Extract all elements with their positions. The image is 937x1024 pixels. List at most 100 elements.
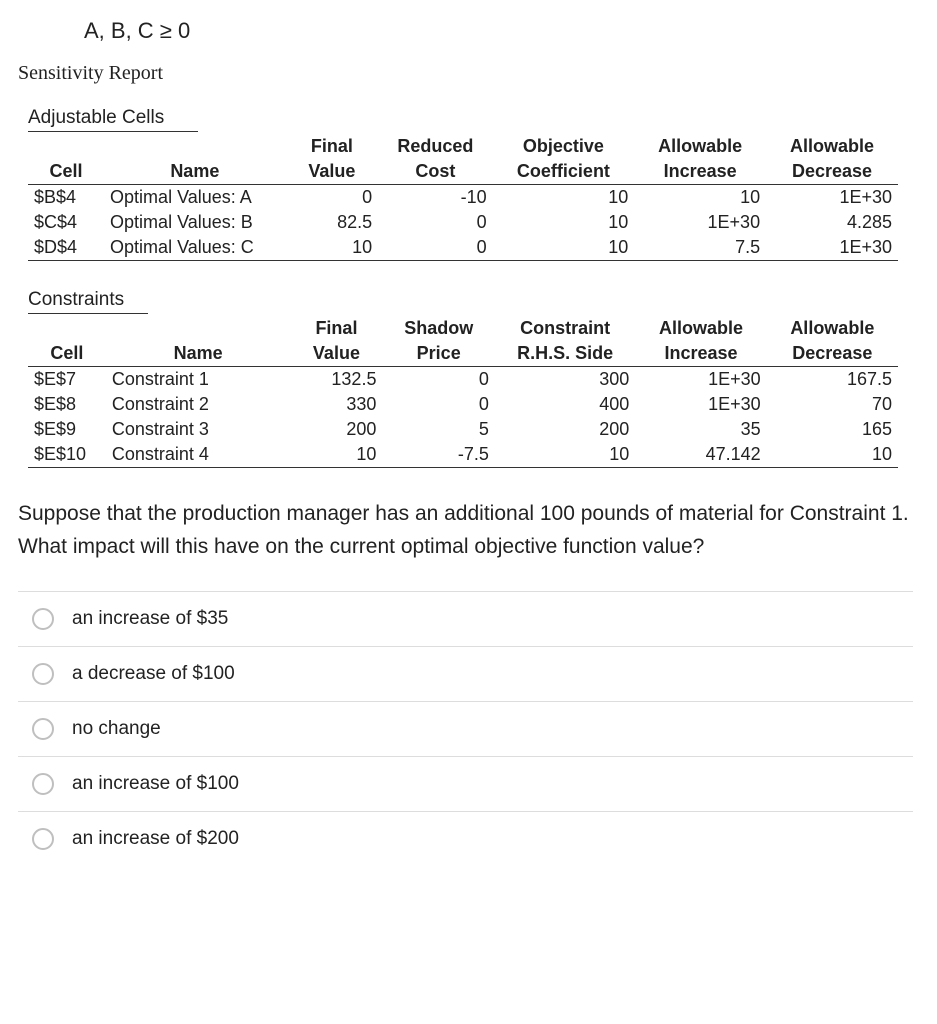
answer-option[interactable]: no change — [18, 701, 913, 756]
hdr — [106, 316, 291, 341]
cell: $E$8 — [28, 392, 106, 417]
hdr: Final — [286, 134, 379, 159]
report-title: Sensitivity Report — [18, 62, 913, 85]
hdr: Cell — [28, 341, 106, 367]
hdr: Price — [382, 341, 494, 367]
hdr: R.H.S. Side — [495, 341, 635, 367]
cell: 300 — [495, 367, 635, 393]
option-label: an increase of $200 — [72, 828, 239, 850]
cell: Optimal Values: C — [104, 235, 286, 261]
option-label: an increase of $35 — [72, 608, 228, 630]
cell: $E$9 — [28, 417, 106, 442]
hdr: Increase — [635, 341, 766, 367]
adjustable-cells-label: Adjustable Cells — [28, 107, 198, 132]
option-label: no change — [72, 718, 161, 740]
hdr: Allowable — [766, 134, 898, 159]
hdr: Value — [290, 341, 382, 367]
hdr: Reduced — [378, 134, 493, 159]
cell: 7.5 — [634, 235, 766, 261]
cell: Constraint 2 — [106, 392, 291, 417]
cell: 35 — [635, 417, 766, 442]
cell: 10 — [493, 210, 635, 235]
option-label: an increase of $100 — [72, 773, 239, 795]
cell: 82.5 — [286, 210, 379, 235]
answer-option[interactable]: an increase of $35 — [18, 591, 913, 646]
hdr — [104, 134, 286, 159]
cell: 10 — [634, 185, 766, 211]
cell: 5 — [382, 417, 494, 442]
cell: 1E+30 — [766, 235, 898, 261]
cell: 1E+30 — [634, 210, 766, 235]
hdr: Cell — [28, 159, 104, 185]
radio-icon[interactable] — [32, 718, 54, 740]
cell: 1E+30 — [766, 185, 898, 211]
adjustable-cells-table: Final Reduced Objective Allowable Allowa… — [28, 134, 898, 261]
cell: 10 — [493, 235, 635, 261]
hdr — [28, 316, 106, 341]
cell: 0 — [378, 235, 493, 261]
table-row: $E$7Constraint 1132.503001E+30167.5 — [28, 367, 898, 393]
cell: 0 — [286, 185, 379, 211]
table-row: $D$4Optimal Values: C100107.51E+30 — [28, 235, 898, 261]
cell: 10 — [495, 442, 635, 468]
cell: 165 — [767, 417, 898, 442]
hdr: Name — [106, 341, 291, 367]
constraints-table: Final Shadow Constraint Allowable Allowa… — [28, 316, 898, 468]
cell: Constraint 3 — [106, 417, 291, 442]
hdr: Final — [290, 316, 382, 341]
hdr: Value — [286, 159, 379, 185]
cell: Optimal Values: A — [104, 185, 286, 211]
cell: $E$10 — [28, 442, 106, 468]
cell: 47.142 — [635, 442, 766, 468]
hdr: Constraint — [495, 316, 635, 341]
cell: 1E+30 — [635, 392, 766, 417]
constraints-label: Constraints — [28, 289, 148, 314]
cell: 10 — [286, 235, 379, 261]
cell: 200 — [290, 417, 382, 442]
hdr: Name — [104, 159, 286, 185]
cell: 0 — [378, 210, 493, 235]
table-row: $E$8Constraint 233004001E+3070 — [28, 392, 898, 417]
radio-icon[interactable] — [32, 663, 54, 685]
radio-icon[interactable] — [32, 828, 54, 850]
answer-option[interactable]: a decrease of $100 — [18, 646, 913, 701]
option-label: a decrease of $100 — [72, 663, 235, 685]
cell: 400 — [495, 392, 635, 417]
question-text: Suppose that the production manager has … — [18, 498, 913, 563]
cell: 200 — [495, 417, 635, 442]
cell: 167.5 — [767, 367, 898, 393]
cell: Constraint 1 — [106, 367, 291, 393]
radio-icon[interactable] — [32, 773, 54, 795]
hdr: Cost — [378, 159, 493, 185]
table-row: $E$10Constraint 410-7.51047.14210 — [28, 442, 898, 468]
cell: $E$7 — [28, 367, 106, 393]
answer-options: an increase of $35 a decrease of $100 no c… — [18, 591, 913, 866]
table-row: $B$4Optimal Values: A0-1010101E+30 — [28, 185, 898, 211]
table-row: $E$9Constraint 3200520035165 — [28, 417, 898, 442]
hdr: Allowable — [635, 316, 766, 341]
hdr: Allowable — [634, 134, 766, 159]
hdr: Decrease — [766, 159, 898, 185]
cell: 330 — [290, 392, 382, 417]
cell: Optimal Values: B — [104, 210, 286, 235]
hdr: Allowable — [767, 316, 898, 341]
hdr: Shadow — [382, 316, 494, 341]
cell: 10 — [290, 442, 382, 468]
table-row: $C$4Optimal Values: B82.50101E+304.285 — [28, 210, 898, 235]
hdr: Coefficient — [493, 159, 635, 185]
hdr: Objective — [493, 134, 635, 159]
cell: 0 — [382, 367, 494, 393]
cell: 10 — [767, 442, 898, 468]
cell: 0 — [382, 392, 494, 417]
cell: Constraint 4 — [106, 442, 291, 468]
cell: 4.285 — [766, 210, 898, 235]
nonneg-constraint: A, B, C ≥ 0 — [84, 18, 913, 44]
hdr — [28, 134, 104, 159]
answer-option[interactable]: an increase of $100 — [18, 756, 913, 811]
answer-option[interactable]: an increase of $200 — [18, 811, 913, 866]
cell: 132.5 — [290, 367, 382, 393]
cell: 1E+30 — [635, 367, 766, 393]
hdr: Decrease — [767, 341, 898, 367]
radio-icon[interactable] — [32, 608, 54, 630]
cell: 70 — [767, 392, 898, 417]
